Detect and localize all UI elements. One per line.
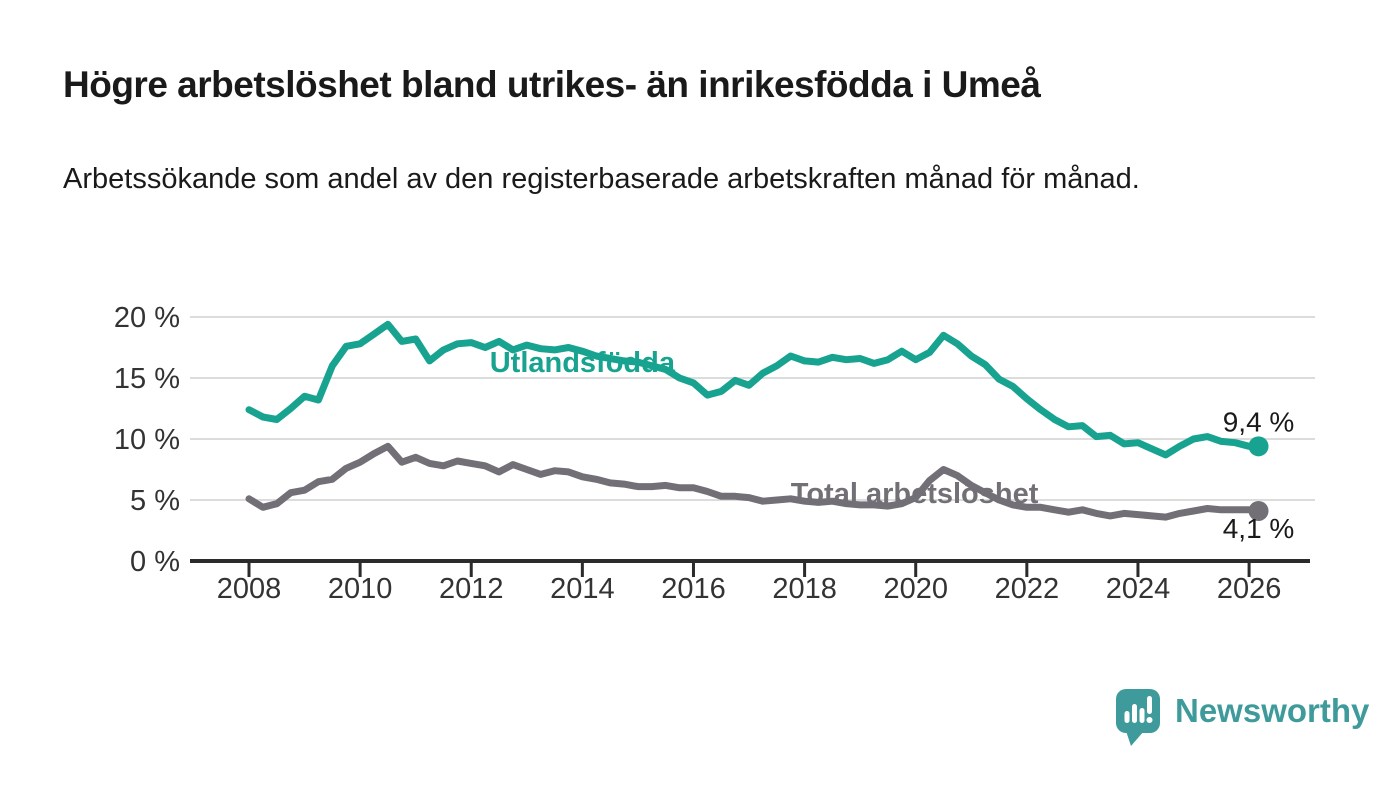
x-axis-tick-label: 2022 [995,573,1060,605]
x-axis-tick-label: 2008 [217,573,282,605]
x-axis-tick-label: 2010 [328,573,393,605]
x-axis-tick-label: 2018 [772,573,837,605]
y-axis-tick-label: 15 % [114,363,180,395]
series-label: Total arbetslöshet [791,478,1039,510]
x-axis-tick-label: 2016 [661,573,726,605]
chart-title: Högre arbetslöshet bland utrikes- än inr… [63,64,1041,105]
x-axis-tick-label: 2014 [550,573,615,605]
series-value-annotation: 4,1 % [1223,513,1295,544]
series-line-total-arbetsl-shet [245,442,1262,521]
newsworthy-logo-icon [1116,689,1160,746]
x-axis-tick-label: 2012 [439,573,504,605]
x-axis-tick-label: 2024 [1106,573,1171,605]
line-chart-canvas: 2008 2010 2012 2014 2016 2018 2020 2022 2024 2026… [114,302,1315,605]
y-axis-tick-label: 0 % [130,546,180,578]
y-axis-tick-label: 20 % [114,302,180,334]
y-axis-tick-label: 10 % [114,424,180,456]
chart-subtitle: Arbetssökande som andel av den registerb… [63,163,1140,195]
x-axis-tick-label: 2020 [883,573,948,605]
series-end-dot [1248,500,1269,521]
y-axis-tick-label: 5 % [130,485,180,517]
series-label: Utlandsfödda [490,347,676,379]
series-line-utlandsf-dda [245,320,1262,459]
x-axis-tick-label: 2026 [1217,573,1282,605]
line-chart: 2008 2010 2012 2014 2016 2018 2020 2022 2024 2026… [0,295,1400,625]
series-end-dot [1248,436,1269,457]
series-value-annotation: 9,4 % [1223,406,1295,437]
newsworthy-logo-text: Newsworthy [1175,692,1370,729]
newsworthy-logo: Newsworthy [1114,687,1369,747]
